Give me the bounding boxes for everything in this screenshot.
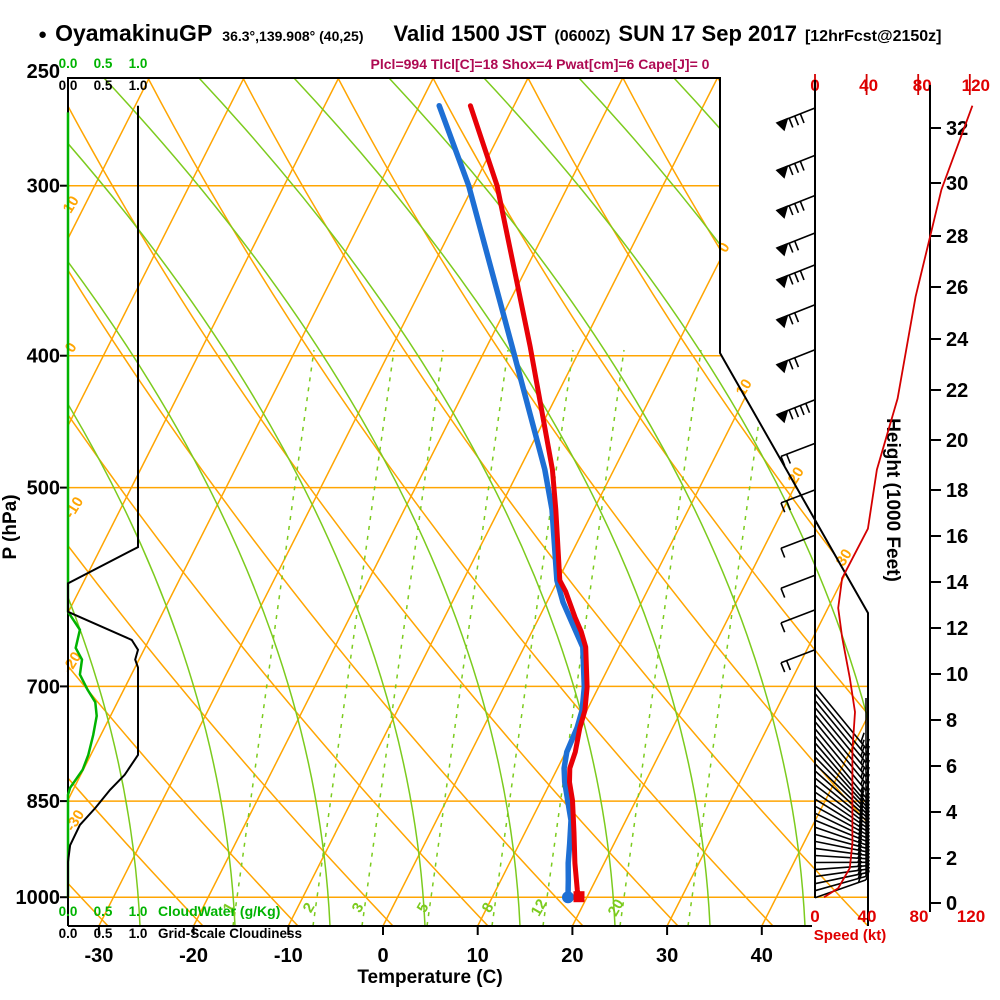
svg-text:40: 40 bbox=[751, 945, 773, 967]
svg-text:0.0: 0.0 bbox=[59, 904, 78, 919]
valid-date: SUN 17 Sep 2017 bbox=[618, 21, 797, 46]
svg-text:12: 12 bbox=[946, 618, 968, 640]
station-bullet-icon: ● bbox=[38, 26, 48, 43]
svg-text:0.0: 0.0 bbox=[59, 926, 78, 941]
svg-text:28: 28 bbox=[946, 226, 968, 248]
svg-text:20: 20 bbox=[946, 430, 968, 452]
svg-text:10: 10 bbox=[60, 193, 83, 216]
plot-boundary bbox=[67, 77, 869, 927]
svg-text:24: 24 bbox=[946, 329, 969, 351]
svg-text:30: 30 bbox=[656, 945, 678, 967]
svg-text:250: 250 bbox=[27, 61, 60, 83]
chart-title: ● OyamakinuGP 36.3°,139.908° (40,25) Val… bbox=[38, 20, 942, 47]
svg-text:1000: 1000 bbox=[16, 887, 61, 909]
svg-text:16: 16 bbox=[946, 526, 968, 548]
sounding-indices: Plcl=994 Tlcl[C]=18 Shox=4 Pwat[cm]=6 Ca… bbox=[370, 56, 710, 72]
svg-text:0: 0 bbox=[810, 907, 819, 926]
svg-text:400: 400 bbox=[27, 346, 60, 368]
isobar-lines bbox=[68, 184, 868, 898]
svg-text:-10: -10 bbox=[274, 945, 303, 967]
svg-text:0.5: 0.5 bbox=[94, 904, 113, 919]
svg-text:0: 0 bbox=[62, 340, 81, 356]
svg-text:0: 0 bbox=[377, 945, 388, 967]
svg-text:Grid-Scale Cloudiness: Grid-Scale Cloudiness bbox=[158, 926, 302, 941]
svg-text:1.0: 1.0 bbox=[129, 56, 148, 71]
valid-time-utc: (0600Z) bbox=[554, 28, 611, 45]
svg-text:4: 4 bbox=[946, 802, 958, 824]
svg-text:500: 500 bbox=[27, 478, 60, 500]
svg-text:-10: -10 bbox=[61, 494, 87, 521]
svg-text:22: 22 bbox=[946, 380, 968, 402]
svg-text:6: 6 bbox=[946, 756, 957, 778]
svg-text:P (hPa): P (hPa) bbox=[0, 494, 21, 559]
svg-text:80: 80 bbox=[910, 907, 929, 926]
svg-text:300: 300 bbox=[27, 176, 60, 198]
svg-text:10: 10 bbox=[733, 376, 756, 399]
svg-text:2: 2 bbox=[946, 848, 957, 870]
svg-text:20: 20 bbox=[605, 896, 628, 919]
svg-text:0.5: 0.5 bbox=[94, 926, 113, 941]
svg-text:Temperature (C): Temperature (C) bbox=[357, 967, 502, 988]
station-coordinates: 36.3°,139.908° (40,25) bbox=[222, 28, 364, 44]
cloudiness-curve bbox=[67, 105, 140, 898]
forecast-tag: [12hrFcst@2150z] bbox=[804, 28, 942, 45]
svg-text:18: 18 bbox=[946, 480, 968, 502]
svg-text:0.0: 0.0 bbox=[59, 56, 78, 71]
temperature-curve bbox=[467, 103, 590, 900]
svg-text:-20: -20 bbox=[179, 945, 208, 967]
svg-text:CloudWater (g/Kg): CloudWater (g/Kg) bbox=[158, 903, 280, 919]
svg-text:1.0: 1.0 bbox=[129, 904, 148, 919]
svg-text:0.5: 0.5 bbox=[94, 78, 113, 93]
station-name: OyamakinuGP bbox=[55, 20, 213, 46]
svg-text:20: 20 bbox=[785, 464, 808, 487]
svg-text:40: 40 bbox=[858, 907, 877, 926]
svg-text:20: 20 bbox=[561, 945, 583, 967]
surface-temperature-marker bbox=[573, 891, 585, 903]
wind-barbs bbox=[775, 107, 870, 899]
wind-speed-curve bbox=[823, 105, 974, 898]
pressure-axis: 250 300 400 500 700 850 1000 P (hPa) bbox=[0, 61, 68, 909]
svg-text:10: 10 bbox=[946, 664, 968, 686]
svg-text:40: 40 bbox=[859, 76, 878, 95]
svg-text:0: 0 bbox=[715, 240, 734, 256]
valid-time: Valid 1500 JST bbox=[393, 21, 547, 46]
svg-text:80: 80 bbox=[913, 76, 932, 95]
svg-text:26: 26 bbox=[946, 277, 968, 299]
svg-text:-30: -30 bbox=[84, 945, 113, 967]
svg-text:700: 700 bbox=[27, 676, 60, 698]
svg-text:Height (1000 Feet): Height (1000 Feet) bbox=[882, 418, 903, 582]
svg-text:120: 120 bbox=[962, 76, 990, 95]
svg-text:32: 32 bbox=[946, 118, 968, 140]
svg-text:0: 0 bbox=[946, 893, 957, 915]
cloud-scales: 0.0 0.5 1.0 0.0 0.5 1.0 0.0 0.5 1.0 CloudWater (g… bbox=[59, 56, 302, 941]
svg-text:1.0: 1.0 bbox=[129, 78, 148, 93]
svg-text:30: 30 bbox=[946, 173, 968, 195]
svg-text:0.5: 0.5 bbox=[94, 56, 113, 71]
cloud-water-curve bbox=[66, 112, 98, 898]
svg-text:8: 8 bbox=[946, 710, 957, 732]
surface-dewpoint-marker bbox=[562, 891, 574, 904]
svg-text:0.0: 0.0 bbox=[59, 78, 78, 93]
svg-text:1.0: 1.0 bbox=[129, 926, 148, 941]
svg-text:10: 10 bbox=[467, 945, 489, 967]
dewpoint-curve bbox=[436, 102, 588, 900]
temperature-axis: -30 -20 -10 0 10 20 30 40 Temperature (C) bbox=[84, 926, 773, 988]
svg-text:Speed (kt): Speed (kt) bbox=[814, 927, 887, 944]
svg-text:850: 850 bbox=[27, 791, 60, 813]
svg-text:120: 120 bbox=[957, 907, 985, 926]
svg-text:12: 12 bbox=[528, 896, 551, 919]
svg-text:14: 14 bbox=[946, 572, 969, 594]
